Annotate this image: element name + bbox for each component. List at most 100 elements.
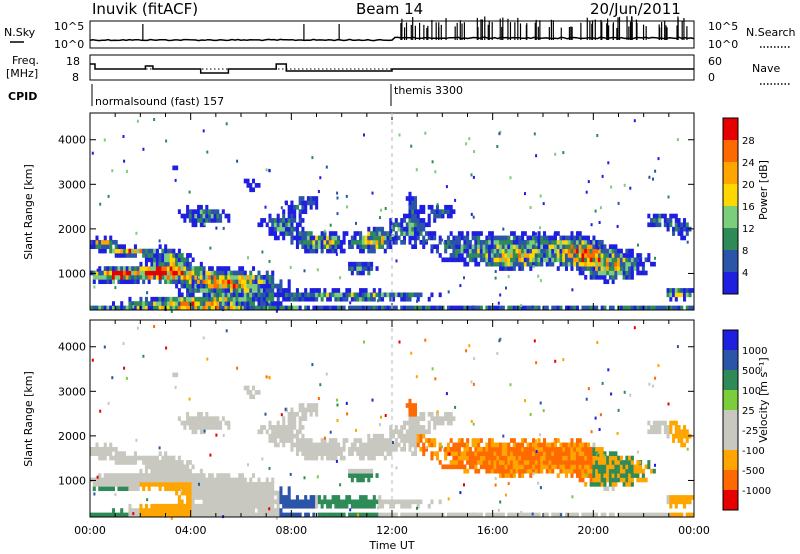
velocity-cell — [298, 403, 302, 408]
velocity-cell — [279, 499, 283, 505]
power-cell — [232, 292, 236, 298]
velocity-cell — [608, 512, 612, 518]
velocity-cell — [454, 405, 457, 409]
power-cell — [463, 257, 467, 263]
power-cell — [383, 231, 387, 236]
power-cell — [471, 231, 475, 236]
velocity-cell — [434, 377, 437, 381]
power-cell — [477, 239, 481, 245]
power-cell — [309, 235, 313, 241]
power-cell — [230, 301, 234, 306]
velocity-cell — [150, 473, 154, 478]
velocity-cell — [92, 451, 96, 457]
velocity-cell — [553, 512, 558, 518]
velocity-cell — [460, 460, 464, 465]
power-cell — [96, 268, 99, 272]
power-cell — [617, 253, 621, 258]
power-cell — [493, 248, 497, 254]
power-cell — [114, 253, 118, 258]
power-cell — [556, 305, 560, 311]
velocity-cell — [251, 512, 256, 518]
velocity-cell — [592, 481, 596, 487]
velocity-cell — [142, 486, 146, 492]
power-cell — [639, 261, 643, 267]
velocity-cell — [222, 433, 225, 437]
velocity-cell — [564, 460, 569, 465]
velocity-cell — [350, 446, 354, 452]
power-cell — [468, 305, 472, 311]
power-cell — [247, 256, 249, 260]
velocity-cell — [135, 438, 138, 442]
velocity-cell — [158, 508, 162, 513]
velocity-cell — [268, 499, 272, 505]
power-cell — [545, 253, 549, 258]
power-cell — [357, 306, 359, 310]
power-cell — [597, 274, 601, 280]
power-cell — [416, 226, 420, 232]
power-cell — [326, 292, 330, 298]
power-cell — [471, 235, 475, 241]
power-cell — [95, 270, 99, 276]
power-cell — [227, 288, 231, 293]
velocity-cell — [562, 358, 565, 362]
power-cell — [479, 305, 483, 311]
velocity-cell — [331, 512, 335, 518]
velocity-cell — [328, 512, 332, 518]
power-cell — [430, 204, 434, 210]
velocity-cell — [155, 464, 159, 470]
velocity-cell — [691, 495, 695, 500]
power-cell — [342, 292, 346, 298]
velocity-cell — [290, 512, 294, 518]
power-cell — [463, 276, 465, 280]
power-cell — [488, 244, 492, 250]
power-cell — [216, 209, 220, 214]
power-cell — [150, 257, 154, 263]
power-cell — [548, 257, 552, 263]
power-cell — [477, 235, 481, 241]
power-cell — [227, 270, 231, 276]
power-cell — [545, 244, 549, 250]
power-cell — [282, 292, 286, 298]
velocity-cell — [271, 438, 275, 443]
velocity-cell — [603, 477, 607, 483]
power-cell — [639, 257, 643, 263]
power-cell — [539, 194, 542, 198]
velocity-cell — [136, 326, 139, 330]
velocity-cell — [268, 507, 271, 511]
power-cell — [507, 239, 511, 245]
velocity-cell — [590, 430, 593, 434]
power-cell — [499, 266, 503, 271]
power-cell — [359, 296, 363, 302]
velocity-cell — [608, 451, 612, 457]
power-cell — [556, 257, 560, 263]
power-cell — [661, 213, 665, 219]
power-cell — [501, 257, 505, 263]
velocity-cell — [350, 451, 354, 457]
velocity-cell — [515, 464, 519, 470]
power-cell — [394, 231, 398, 236]
power-cell — [209, 246, 212, 250]
power-cell — [205, 292, 209, 298]
freq-trace — [90, 63, 694, 74]
power-cell — [416, 222, 420, 228]
velocity-cell — [510, 473, 514, 478]
velocity-cell — [315, 499, 319, 505]
velocity-cell — [251, 473, 256, 478]
power-cell — [540, 253, 544, 258]
power-cell — [315, 204, 319, 210]
velocity-cell — [474, 451, 478, 457]
velocity-cell — [315, 403, 319, 408]
power-cell — [287, 222, 291, 228]
power-cell — [405, 213, 409, 219]
power-cell — [573, 248, 577, 254]
power-cell — [434, 170, 437, 174]
velocity-cell — [172, 460, 176, 465]
power-cell — [359, 239, 363, 245]
power-cell — [490, 257, 494, 263]
power-cell — [279, 218, 283, 223]
power-cell — [103, 138, 106, 142]
velocity-cell — [589, 477, 593, 483]
power-cell — [235, 301, 239, 306]
velocity-cell — [482, 460, 486, 465]
velocity-cell — [499, 451, 503, 457]
